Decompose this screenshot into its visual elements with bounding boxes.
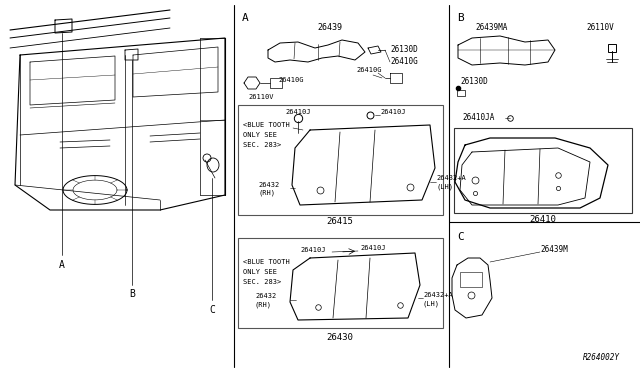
Text: R264002Y: R264002Y (583, 353, 620, 362)
Text: (LH): (LH) (436, 184, 453, 190)
Text: 26439M: 26439M (540, 246, 568, 254)
Bar (270, 78, 282, 88)
Text: SEC. 283>: SEC. 283> (243, 279, 281, 285)
Bar (460, 272, 482, 287)
Text: C: C (457, 232, 464, 242)
Text: 26415: 26415 (326, 218, 353, 227)
Bar (238, 105, 443, 215)
Text: 26430: 26430 (326, 333, 353, 341)
Text: A: A (59, 260, 65, 270)
Text: (RH): (RH) (255, 302, 272, 308)
Text: B: B (457, 13, 464, 23)
Text: <BLUE TOOTH: <BLUE TOOTH (243, 259, 290, 265)
Text: 26439MA: 26439MA (476, 23, 508, 32)
Text: (RH): (RH) (258, 190, 275, 196)
Text: A: A (242, 13, 249, 23)
Text: 26410J: 26410J (380, 109, 406, 115)
Text: <BLUE TOOTH: <BLUE TOOTH (243, 122, 290, 128)
Text: (LH): (LH) (423, 301, 440, 307)
Text: 26130D: 26130D (390, 45, 418, 55)
Text: 26110V: 26110V (248, 94, 273, 100)
Text: 26439: 26439 (317, 23, 342, 32)
Bar (457, 90, 465, 96)
Text: 26432: 26432 (255, 293, 276, 299)
Text: 26432: 26432 (258, 182, 279, 188)
Text: 26410G: 26410G (390, 58, 418, 67)
Text: ONLY SEE: ONLY SEE (243, 132, 277, 138)
Text: 26432+A: 26432+A (423, 292, 452, 298)
Text: 26130D: 26130D (460, 77, 488, 87)
Text: 26410G: 26410G (278, 77, 303, 83)
Text: 26432+A: 26432+A (436, 175, 466, 181)
Text: B: B (129, 289, 135, 299)
Text: 26410: 26410 (529, 215, 556, 224)
Text: ONLY SEE: ONLY SEE (243, 269, 277, 275)
Text: C: C (209, 305, 215, 315)
Text: 26410J: 26410J (285, 109, 310, 115)
Text: 26410J: 26410J (300, 247, 326, 253)
Text: 26410JA: 26410JA (462, 113, 494, 122)
Text: SEC. 283>: SEC. 283> (243, 142, 281, 148)
Text: 26410G: 26410G (356, 67, 382, 73)
Bar (238, 238, 443, 328)
Text: 26410J: 26410J (360, 245, 385, 251)
Bar (454, 128, 632, 213)
Text: 26110V: 26110V (586, 23, 614, 32)
